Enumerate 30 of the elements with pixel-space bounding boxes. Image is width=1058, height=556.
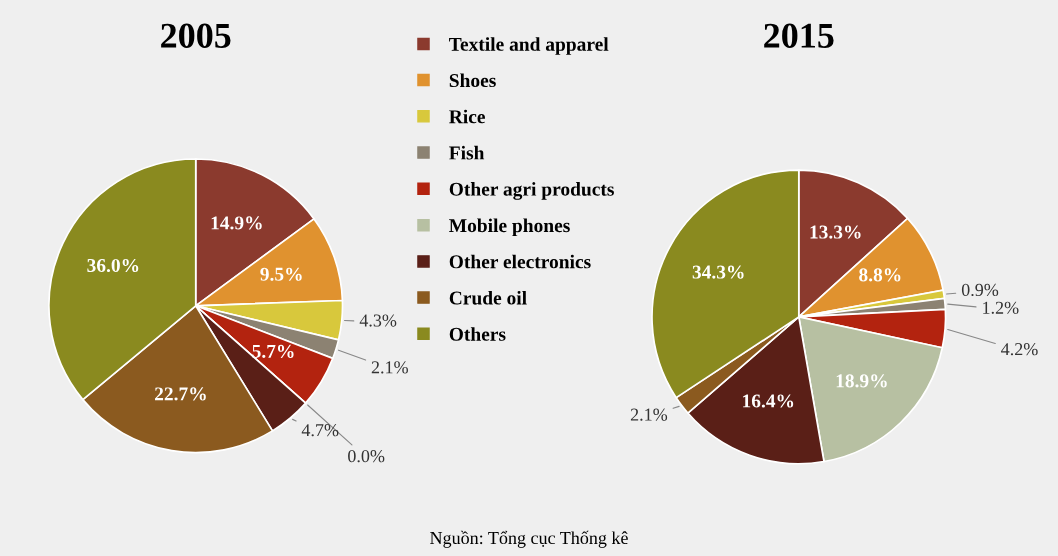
data-label: 4.3% [359,314,397,327]
legend-label: Other agri products [449,182,614,200]
legend-label: Crude oil [449,290,527,305]
data-label: 16.4% [743,394,794,408]
text: 0.0% [348,450,385,463]
data-label: 9.5% [260,267,302,281]
data-label: 8.8% [859,268,901,282]
data-label: 1.2% [983,301,1019,314]
data-label: 18.9% [836,374,887,388]
data-label: 0.9% [961,283,999,297]
chart-title: 2015 [764,23,834,48]
text: Nguồn: Tổng cục Thống kê [430,530,628,548]
data-label: 13.3% [810,225,861,239]
legend-label: Mobile phones [449,218,570,237]
data-label: 5.7% [252,344,294,358]
data-label: 4.2% [1001,343,1038,356]
data-label: 2.1% [371,361,408,374]
legend-label: Fish [449,145,485,160]
data-label: 36.0% [87,258,139,273]
data-label: 14.9% [211,216,262,230]
legend-label: Rice [449,109,485,124]
data-label: 4.7% [301,424,339,437]
data-label: 22.7% [155,387,206,401]
legend-label: Other electronics [449,254,591,269]
data-label: 34.3% [692,265,744,279]
legend-label: Others [449,327,506,341]
chart-title: 2005 [161,23,231,48]
data-label: 2.1% [630,408,668,421]
legend-label: Textile and apparel [449,37,609,55]
legend-label: Shoes [449,73,496,88]
